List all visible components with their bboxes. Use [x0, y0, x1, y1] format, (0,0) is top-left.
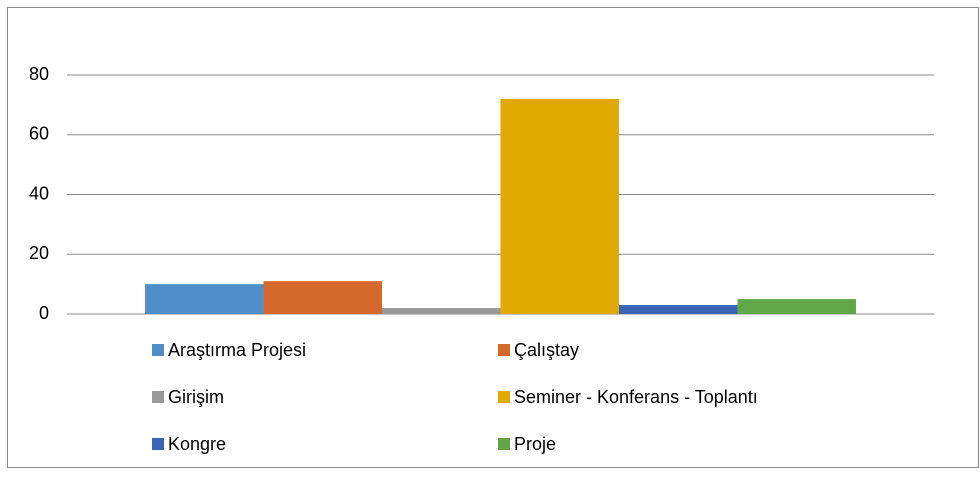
bar: [737, 299, 856, 314]
legend-swatch: [498, 438, 510, 450]
y-tick-label: 20: [29, 243, 49, 263]
y-tick-label: 60: [29, 124, 49, 144]
bar: [618, 305, 738, 314]
y-tick-label: 80: [29, 64, 49, 84]
legend-label: Çalıştay: [514, 340, 579, 360]
legend-swatch: [152, 438, 164, 450]
legend-swatch: [152, 391, 164, 403]
legend-label: Seminer - Konferans - Toplantı: [514, 387, 758, 407]
bar: [500, 98, 619, 315]
legend-swatch: [498, 344, 510, 356]
legend-label: Araştırma Projesi: [168, 340, 306, 360]
bar: [263, 281, 383, 314]
bar: [145, 284, 264, 314]
legend-label: Kongre: [168, 434, 226, 454]
y-tick-label: 40: [29, 183, 49, 203]
chart-border: [7, 7, 979, 468]
y-tick-label: 0: [39, 303, 49, 323]
legend-swatch: [152, 344, 164, 356]
bar: [382, 308, 501, 314]
legend-label: Proje: [514, 434, 556, 454]
legend-label: Girişim: [168, 387, 224, 407]
legend-swatch: [498, 391, 510, 403]
